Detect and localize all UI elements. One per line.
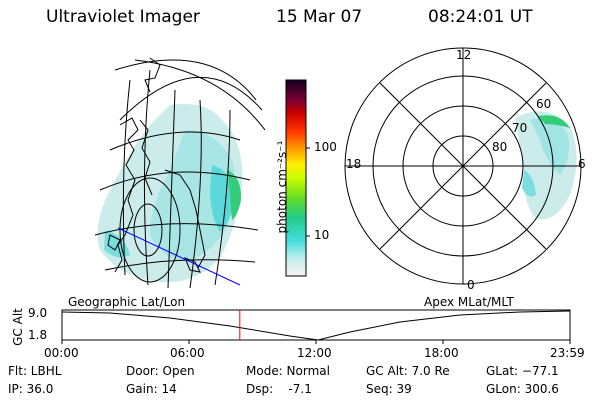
altitude-tick-1-8: 1.8 [28, 328, 48, 342]
time-tick-0000: 00:00 [44, 346, 79, 360]
altitude-plot [61, 309, 571, 344]
time-label: 08:24:01 UT [428, 7, 533, 27]
date-label: 15 Mar 07 [276, 7, 363, 27]
left-panel-label: Geographic Lat/Lon [68, 295, 186, 309]
colorbar-tick-100: 100 [314, 140, 337, 154]
seq-readout: Seq: 39 [366, 382, 412, 396]
ip-readout: IP: 36.0 [8, 382, 54, 396]
right-panel-label: Apex MLat/MLT [424, 295, 514, 309]
colorbar-label: photon cm⁻²s⁻¹ [275, 140, 289, 234]
mlt-label-12: 12 [456, 48, 472, 62]
geographic-image-panel [94, 57, 266, 289]
gain-readout: Gain: 14 [126, 382, 177, 396]
time-tick-1200: 12:00 [297, 346, 332, 360]
altitude-tick-9: 9.0 [28, 306, 48, 320]
flt-readout: Flt: LBHL [8, 364, 62, 378]
time-tick-0600: 06:00 [170, 346, 205, 360]
gc-alt-readout: GC Alt: 7.0 Re [366, 364, 450, 378]
door-readout: Door: Open [126, 364, 195, 378]
mlt-label-18: 18 [346, 157, 362, 171]
lat-label-70: 70 [512, 121, 528, 135]
lat-label-60: 60 [536, 97, 552, 111]
polar-panel [344, 47, 582, 285]
altitude-axis-label: GC Alt [11, 308, 25, 346]
lat-label-80: 80 [492, 140, 508, 154]
app-title: Ultraviolet Imager [46, 7, 200, 27]
mlt-label-0: 0 [467, 278, 475, 292]
glat-readout: GLat: −77.1 [486, 364, 559, 378]
mode-readout: Mode: Normal [246, 364, 330, 378]
colorbar-tick-10: 10 [314, 228, 330, 242]
glon-readout: GLon: 300.6 [486, 382, 559, 396]
time-tick-2359: 23:59 [550, 346, 585, 360]
colorbar [285, 79, 310, 277]
dsp-readout: Dsp: -7.1 [246, 382, 312, 396]
time-tick-1800: 18:00 [424, 346, 459, 360]
mlt-label-6: 6 [578, 157, 586, 171]
